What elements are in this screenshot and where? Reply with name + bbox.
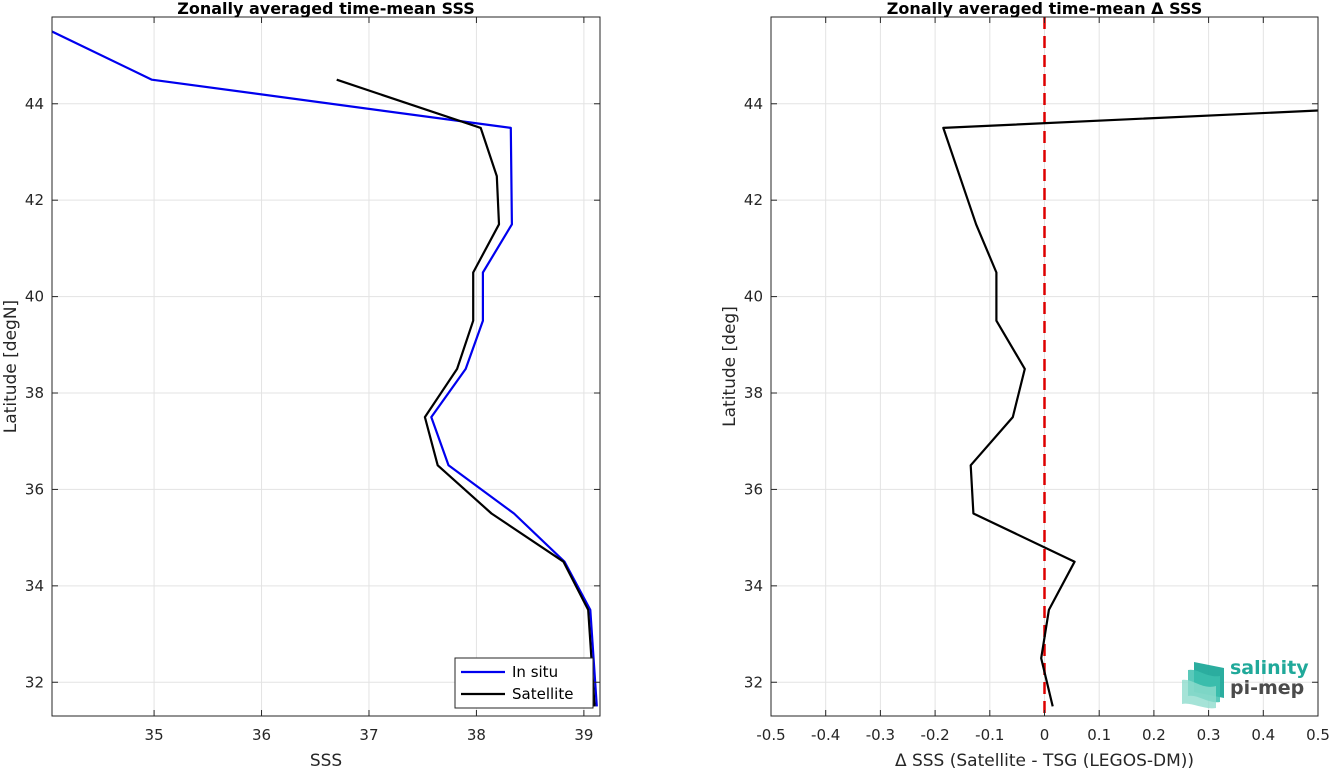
chart1-y-tick-label: 34 (25, 577, 44, 595)
logo-text-pi-mep: pi-mep (1230, 677, 1305, 699)
chart2-y-tick-label: 44 (744, 95, 763, 113)
chart1-legend: In situ Satellite (454, 657, 594, 709)
chart2-y-tick-label: 32 (744, 673, 763, 691)
chart2-x-axis-label: Δ SSS (Satellite - TSG (LEGOS-DM)) (895, 751, 1194, 769)
chart2-y-tick-label: 34 (744, 577, 763, 595)
chart2-y-tick-label: 38 (744, 384, 763, 402)
chart2-y-tick-label: 36 (744, 480, 763, 498)
chart1-x-tick-label: 37 (359, 726, 378, 744)
chart2-y-tick-label: 42 (744, 191, 763, 209)
chart2-x-tick-label: 0.1 (1087, 726, 1111, 744)
chart1-x-axis-label: SSS (310, 751, 342, 769)
chart2-x-tick-label: 0.5 (1306, 726, 1330, 744)
chart2-x-tick-label: -0.3 (866, 726, 895, 744)
chart1-axes-box (51, 16, 601, 717)
chart1-y-tick-label: 38 (25, 384, 44, 402)
chart2-x-tick-label: 0.4 (1251, 726, 1275, 744)
chart1-y-tick-label: 36 (25, 480, 44, 498)
chart1-title: Zonally averaged time-mean SSS (177, 0, 475, 18)
chart1-y-tick-label: 44 (25, 95, 44, 113)
chart2-x-tick-label: 0.3 (1197, 726, 1221, 744)
chart2-y-tick-label: 40 (744, 288, 763, 306)
chart1-y-tick-label: 40 (25, 288, 44, 306)
salinity-pi-mep-logo: salinity pi-mep (1180, 658, 1310, 710)
chart1-y-tick-label: 42 (25, 191, 44, 209)
chart1-x-tick-label: 35 (145, 726, 164, 744)
chart2-x-tick-label: 0.2 (1142, 726, 1166, 744)
chart2-y-axis-label: Latitude [deg] (720, 306, 740, 427)
chart2-x-tick-label: 0 (1040, 726, 1050, 744)
chart1-y-axis-label: Latitude [degN] (1, 300, 21, 433)
chart-zonal-delta-sss: -0.5 -0.4 -0.3 -0.2 -0.1 0 0.1 0.2 0.3 0.4 0.5 32 34… (720, 0, 1330, 769)
chart1-legend-label: Satellite (512, 685, 573, 703)
chart2-x-tick-label: -0.1 (975, 726, 1004, 744)
chart1-x-tick-label: 36 (252, 726, 271, 744)
chart1-series-line-satellite (336, 78, 596, 707)
chart2-x-tick-label: -0.5 (756, 726, 785, 744)
chart2-series-line-delta (942, 109, 1318, 707)
chart1-legend-label: In situ (512, 663, 558, 681)
wave-logo-icon (1182, 662, 1224, 709)
chart2-x-tick-label: -0.2 (920, 726, 949, 744)
logo-text-salinity: salinity (1230, 657, 1309, 679)
chart-zonal-sss: 35 36 37 38 39 32 34 36 38 40 42 44 Zonally averaged… (1, 0, 601, 769)
chart1-plot-area (52, 17, 600, 716)
chart1-y-tick-label: 32 (25, 673, 44, 691)
chart2-title: Zonally averaged time-mean Δ SSS (887, 0, 1203, 18)
chart1-legend-box (454, 657, 594, 709)
chart1-x-tick-label: 38 (467, 726, 486, 744)
chart2-x-tick-label: -0.4 (811, 726, 840, 744)
chart1-x-tick-label: 39 (574, 726, 593, 744)
